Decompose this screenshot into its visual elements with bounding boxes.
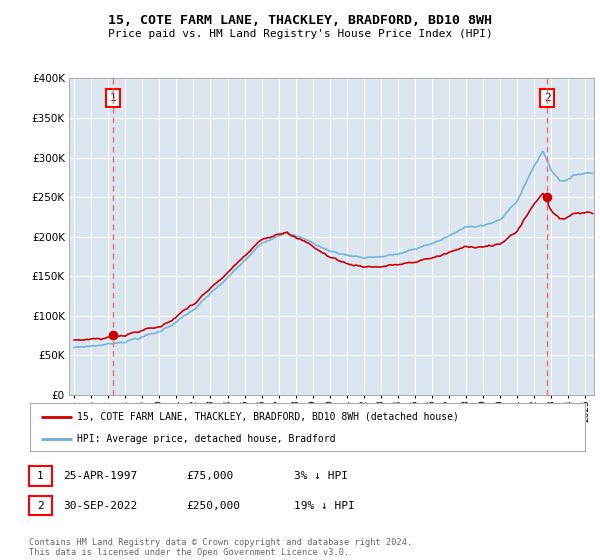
Text: 2: 2 xyxy=(544,93,550,103)
Text: 3% ↓ HPI: 3% ↓ HPI xyxy=(294,471,348,481)
Text: 15, COTE FARM LANE, THACKLEY, BRADFORD, BD10 8WH (detached house): 15, COTE FARM LANE, THACKLEY, BRADFORD, … xyxy=(77,412,459,422)
Text: £250,000: £250,000 xyxy=(186,501,240,511)
Text: 1: 1 xyxy=(37,471,44,481)
Text: 25-APR-1997: 25-APR-1997 xyxy=(63,471,137,481)
Text: Price paid vs. HM Land Registry's House Price Index (HPI): Price paid vs. HM Land Registry's House … xyxy=(107,29,493,39)
Text: 19% ↓ HPI: 19% ↓ HPI xyxy=(294,501,355,511)
Text: 2: 2 xyxy=(37,501,44,511)
Text: Contains HM Land Registry data © Crown copyright and database right 2024.
This d: Contains HM Land Registry data © Crown c… xyxy=(29,538,412,557)
Text: HPI: Average price, detached house, Bradford: HPI: Average price, detached house, Brad… xyxy=(77,434,335,444)
Text: 15, COTE FARM LANE, THACKLEY, BRADFORD, BD10 8WH: 15, COTE FARM LANE, THACKLEY, BRADFORD, … xyxy=(108,14,492,27)
Text: 1: 1 xyxy=(110,93,116,103)
Text: 30-SEP-2022: 30-SEP-2022 xyxy=(63,501,137,511)
Text: £75,000: £75,000 xyxy=(186,471,233,481)
